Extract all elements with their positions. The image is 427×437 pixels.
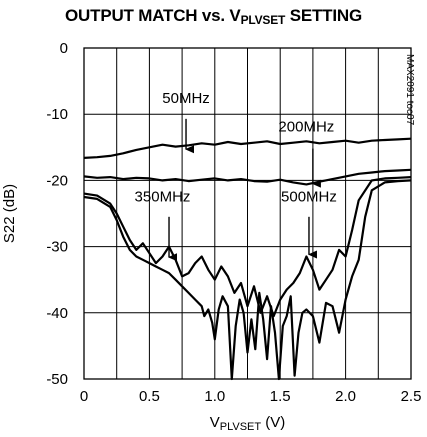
y-tick-label: -50 [46, 371, 68, 388]
y-tick-label: -10 [46, 106, 68, 123]
annotations-group: 50MHz 200MHz 350MHz 500MHz [135, 90, 337, 262]
annotation-label: 200MHz [278, 118, 334, 135]
grid [84, 48, 411, 379]
x-tick-label: 0 [80, 388, 88, 405]
y-tick-label: -40 [46, 305, 68, 322]
figure-code: MAX2091 toc07 [404, 54, 415, 126]
annotation-label: 350MHz [135, 189, 191, 206]
series-line-3 [83, 176, 412, 318]
y-tick-label: -20 [46, 172, 68, 189]
series-group [83, 137, 412, 381]
y-tick-label: 0 [60, 40, 68, 57]
plot-border [83, 47, 412, 380]
tick-labels: 0 0.5 1.0 1.5 2.0 2.5 0 -10 -20 -30 -40 -50 [46, 40, 421, 405]
x-tick-label: 1.0 [204, 388, 225, 405]
x-axis-label: VPLVSET (V) [210, 414, 286, 433]
annotation-label: 500MHz [281, 189, 337, 206]
chart-title: OUTPUT MATCH vs. VPLVSET SETTING [65, 6, 362, 27]
y-tick-label: -30 [46, 239, 68, 256]
plot-frame [83, 47, 412, 380]
series-line-2 [83, 168, 412, 186]
series-line-4 [83, 179, 412, 381]
x-tick-label: 1.5 [270, 388, 291, 405]
series-line-1 [83, 137, 412, 159]
x-tick-label: 0.5 [139, 388, 160, 405]
x-tick-label: 2.0 [335, 388, 356, 405]
axis-labels: VPLVSET (V) S22 (dB) MAX2091 toc07 [1, 54, 415, 433]
x-tick-label: 2.5 [401, 388, 422, 405]
y-axis-label: S22 (dB) [1, 184, 18, 243]
annotation-label: 50MHz [162, 90, 210, 107]
